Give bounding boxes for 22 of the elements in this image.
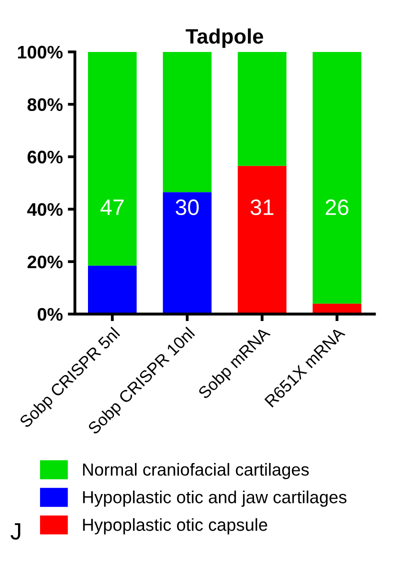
y-tick-label: 20% — [28, 256, 63, 268]
legend-label: Hypoplastic otic capsule — [83, 518, 268, 534]
y-tick-label: 100% — [18, 46, 63, 59]
y-tick-label: 40% — [27, 203, 63, 216]
bar — [238, 166, 286, 314]
annotation: 31 — [250, 199, 274, 216]
annotation: 47 — [100, 200, 124, 215]
y-tick-label: 0% — [38, 308, 63, 321]
text: J — [10, 523, 20, 540]
chart-title: Tadpole — [186, 28, 264, 48]
annotation: 30 — [176, 199, 199, 216]
bar — [312, 52, 362, 304]
legend-label: Normal craniofacial cartilages — [83, 462, 309, 480]
bar — [88, 52, 137, 266]
y-tick-label: 60% — [28, 150, 63, 164]
annotation: 26 — [326, 199, 348, 216]
bar — [88, 266, 137, 314]
bar — [162, 52, 212, 192]
y-tick-label: 80% — [28, 98, 63, 112]
bar — [162, 192, 212, 314]
bar — [238, 52, 286, 166]
legend-label: Hypoplastic otic and jaw cartilages — [83, 490, 346, 507]
